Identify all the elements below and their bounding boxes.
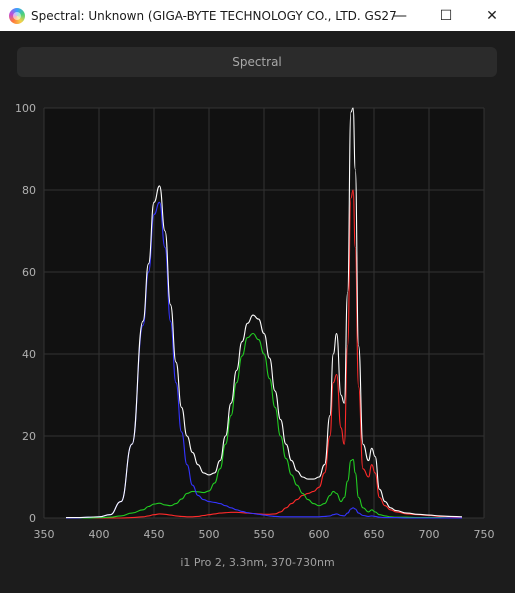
- y-tick-label: 60: [22, 266, 36, 279]
- y-tick-label: 0: [29, 512, 36, 525]
- x-tick-label: 750: [474, 528, 495, 541]
- x-tick-label: 400: [89, 528, 110, 541]
- minimize-button[interactable]: —: [393, 7, 407, 24]
- maximize-button[interactable]: ☐: [439, 7, 453, 24]
- window-title: Spectral: Unknown (GIGA-BYTE TECHNOLOGY …: [31, 8, 396, 23]
- y-tick-label: 40: [22, 348, 36, 361]
- spectrum-app-icon: [9, 7, 25, 24]
- series-line-green: [65, 332, 463, 519]
- spectral-chart: 350 400 450 500 550 600 650 700 750 0 20 40 60 80 100: [0, 31, 515, 589]
- spectral-chart-svg: 350 400 450 500 550 600 650 700 750 0 20 40 60 80 100: [15, 102, 495, 541]
- close-button[interactable]: ✕: [486, 7, 498, 24]
- y-tick-label: 80: [22, 184, 36, 197]
- tab-spectral[interactable]: Spectral: [17, 47, 497, 77]
- y-tick-label: 100: [15, 102, 36, 115]
- x-tick-label: 450: [144, 528, 165, 541]
- x-tick-label: 650: [364, 528, 385, 541]
- y-tick-label: 20: [22, 430, 36, 443]
- x-tick-label: 500: [199, 528, 220, 541]
- x-tick-label: 700: [419, 528, 440, 541]
- series-line-white: [65, 107, 463, 519]
- window-client-area: Spectral 350 400 450 500 550 600 650 700 750 0 20 4…: [0, 31, 515, 589]
- x-tick-label: 600: [309, 528, 330, 541]
- x-tick-label: 350: [34, 528, 55, 541]
- series-line-blue: [65, 201, 463, 519]
- instrument-label: i1 Pro 2, 3.3nm, 370-730nm: [180, 556, 335, 569]
- x-tick-label: 550: [254, 528, 275, 541]
- series-line-red: [65, 189, 463, 519]
- title-bar: Spectral: Unknown (GIGA-BYTE TECHNOLOGY …: [0, 0, 515, 31]
